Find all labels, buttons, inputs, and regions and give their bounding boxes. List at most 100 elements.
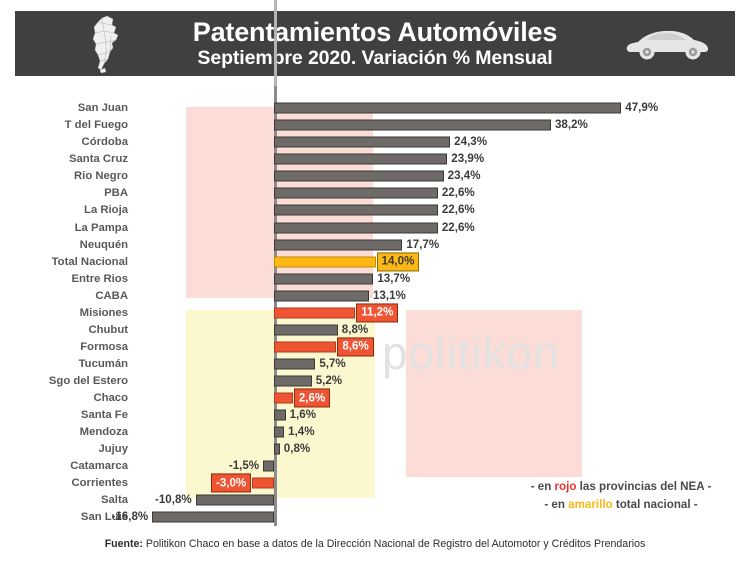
- chart-row: PBA 22,6%: [0, 185, 750, 201]
- page-title: Patentamientos Automóviles: [192, 16, 558, 47]
- value-label: 22,6%: [441, 203, 475, 217]
- category-label: Rio Negro: [74, 170, 128, 183]
- chart-row: Corrientes -3,0%: [0, 473, 750, 493]
- header-title-block: Patentamientos Automóviles Septiembre 20…: [129, 18, 621, 69]
- chart-row: Misiones 11,2%: [0, 303, 750, 323]
- category-label: Salta: [100, 494, 128, 507]
- chart-row: Neuquén 17,7%: [0, 236, 750, 252]
- category-label: Neuquén: [79, 238, 128, 251]
- bar: [274, 239, 403, 251]
- value-label: 23,4%: [447, 169, 481, 183]
- value-label: -16,8%: [111, 510, 149, 524]
- category-label: Misiones: [79, 306, 128, 319]
- chart-row: Formosa 8,6%: [0, 337, 750, 357]
- legend-nea-color-word: rojo: [554, 480, 577, 493]
- bar: [274, 204, 438, 216]
- page-subtitle: Septiembre 2020. Variación % Mensual: [197, 46, 553, 69]
- chart-row: Total Nacional 14,0%: [0, 252, 750, 272]
- category-label: Tucumán: [78, 357, 128, 370]
- zero-axis-line: [274, 86, 277, 526]
- category-label: Sgo del Estero: [48, 374, 128, 387]
- bar: [274, 409, 286, 421]
- category-label: CABA: [95, 289, 128, 302]
- legend-line-nea: - en rojo las provincias del NEA -: [496, 478, 746, 496]
- bar: [274, 324, 338, 336]
- chart-row: Catamarca -1,5%: [0, 458, 750, 474]
- bar: [274, 341, 337, 353]
- car-icon: [621, 19, 713, 69]
- bar: [274, 392, 293, 404]
- chart-row: Santa Cruz 23,9%: [0, 151, 750, 167]
- chart-row: Rio Negro 23,4%: [0, 168, 750, 184]
- value-label: 22,6%: [441, 220, 475, 234]
- axis-connector: [274, 0, 277, 88]
- category-label: La Pampa: [74, 221, 128, 234]
- chart-row: Chaco 2,6%: [0, 388, 750, 408]
- bar-rows: San Juan 47,9% T del Fuego 38,2% Córdoba 24,3…: [0, 88, 750, 530]
- bar: [274, 136, 451, 148]
- chart-legend: - en rojo las provincias del NEA - - en …: [496, 478, 746, 514]
- value-label: 11,2%: [356, 303, 399, 323]
- legend-national-prefix: - en: [544, 497, 569, 511]
- chart-row: Sgo del Estero 5,2%: [0, 373, 750, 389]
- value-label: 22,6%: [441, 186, 475, 200]
- category-label: Chaco: [93, 392, 128, 405]
- value-label: -10,8%: [154, 493, 192, 507]
- category-label: Total Nacional: [51, 255, 128, 268]
- category-label: T del Fuego: [64, 119, 128, 132]
- bar: [274, 222, 438, 234]
- value-label: 5,2%: [315, 374, 343, 388]
- category-label: Chubut: [88, 323, 128, 336]
- argentina-map-icon: [77, 13, 135, 75]
- value-label: 1,6%: [289, 408, 317, 422]
- legend-line-national: - en amarillo total nacional -: [496, 496, 746, 514]
- value-label: 2,6%: [293, 388, 331, 408]
- chart-row: Entre Rios 13,7%: [0, 271, 750, 287]
- chart-row: Salta -10,8%: [0, 492, 750, 508]
- value-label: 24,3%: [454, 135, 488, 149]
- bar: [195, 494, 274, 506]
- chart-row: Córdoba 24,3%: [0, 134, 750, 150]
- chart-row: San Luis -16,8%: [0, 509, 750, 525]
- value-label: 38,2%: [554, 118, 588, 132]
- bar: [263, 460, 274, 472]
- chart-row: Tucumán 5,7%: [0, 356, 750, 372]
- source-footer: Fuente: Politikon Chaco en base a datos …: [0, 538, 750, 550]
- bar: [274, 443, 280, 455]
- value-label: 8,8%: [341, 323, 369, 337]
- value-label: -3,0%: [210, 473, 252, 493]
- chart-row: T del Fuego 38,2%: [0, 117, 750, 133]
- category-label: Santa Fe: [80, 409, 128, 422]
- chart-row: Santa Fe 1,6%: [0, 407, 750, 423]
- value-label: 8,6%: [337, 337, 374, 357]
- bar: [152, 511, 274, 523]
- category-label: Santa Cruz: [68, 153, 128, 166]
- category-label: Catamarca: [70, 460, 128, 473]
- legend-nea-prefix: - en: [530, 480, 555, 493]
- category-label: La Rioja: [84, 204, 128, 217]
- chart-row: La Rioja 22,6%: [0, 202, 750, 218]
- category-label: PBA: [104, 187, 128, 200]
- chart-row: Jujuy 0,8%: [0, 441, 750, 457]
- bar: [274, 358, 316, 370]
- chart-row: CABA 13,1%: [0, 288, 750, 304]
- value-label: 5,7%: [319, 357, 346, 371]
- value-label: 13,7%: [377, 271, 411, 285]
- chart-plot-area: politikon San Juan 47,9% T del Fuego 38,2% C…: [0, 0, 750, 530]
- bar: [274, 426, 285, 438]
- bar: [274, 153, 448, 165]
- category-label: San Luis: [80, 511, 128, 524]
- source-text: Politikon Chaco en base a datos de la Di…: [142, 538, 646, 550]
- value-label: 14,0%: [376, 252, 420, 272]
- chart-row: La Pampa 22,6%: [0, 219, 750, 235]
- legend-nea-suffix: las provincias del NEA -: [576, 480, 712, 493]
- bar: [274, 256, 376, 268]
- category-label: San Juan: [77, 102, 128, 115]
- legend-national-color-word: amarillo: [568, 497, 613, 511]
- value-label: 1,4%: [288, 425, 315, 439]
- value-label: 23,9%: [451, 152, 485, 166]
- chart-row: San Juan 47,9%: [0, 100, 750, 116]
- value-label: 17,7%: [406, 237, 440, 251]
- legend-national-suffix: total nacional -: [612, 497, 698, 511]
